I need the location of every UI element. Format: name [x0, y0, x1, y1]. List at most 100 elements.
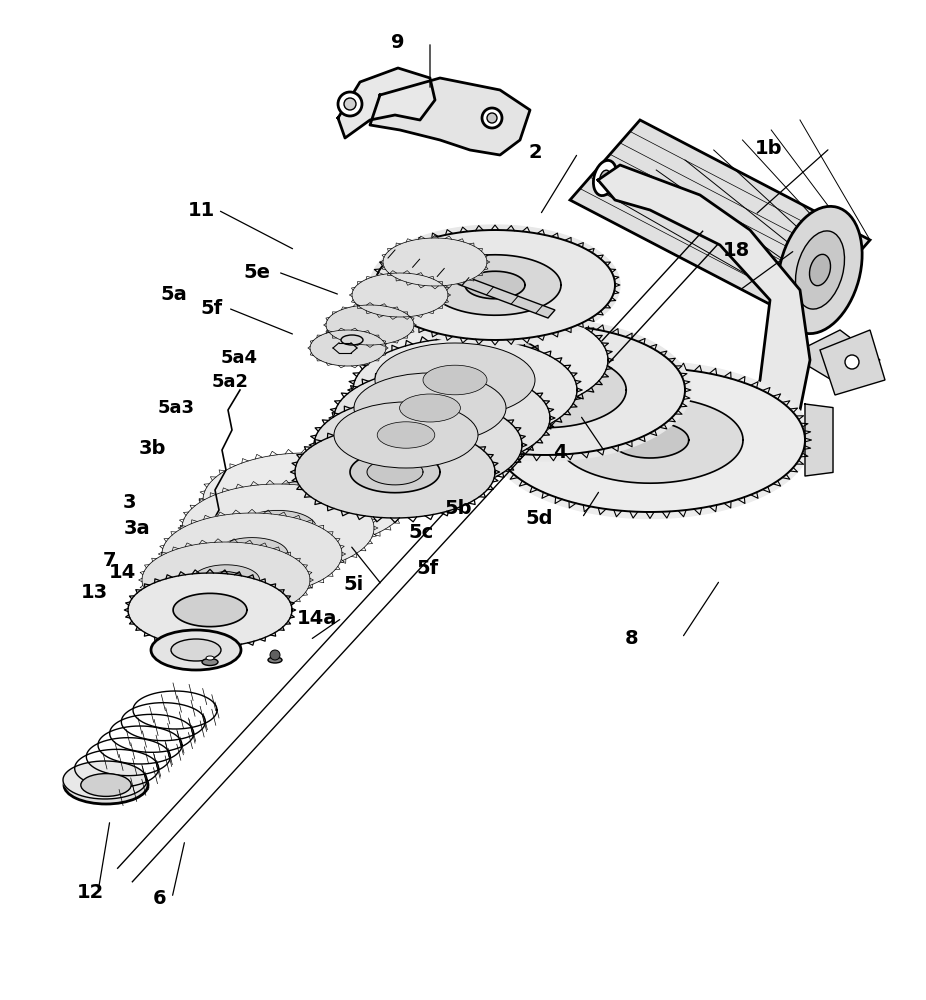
Text: 2: 2	[529, 143, 542, 162]
Polygon shape	[368, 317, 492, 363]
Polygon shape	[433, 254, 547, 298]
Ellipse shape	[832, 349, 848, 365]
Ellipse shape	[232, 545, 272, 563]
Polygon shape	[399, 319, 691, 461]
Text: 3a: 3a	[124, 518, 150, 538]
Polygon shape	[383, 238, 487, 286]
Polygon shape	[326, 305, 414, 345]
Ellipse shape	[207, 572, 244, 588]
Text: 1b: 1b	[755, 138, 782, 157]
Polygon shape	[514, 376, 576, 404]
Ellipse shape	[171, 639, 221, 661]
Ellipse shape	[282, 490, 328, 510]
Text: 5a2: 5a2	[211, 373, 248, 391]
Text: 12: 12	[77, 882, 105, 902]
Ellipse shape	[377, 422, 435, 448]
Ellipse shape	[64, 766, 148, 804]
Text: 6: 6	[153, 888, 166, 908]
Polygon shape	[388, 250, 555, 318]
Polygon shape	[173, 593, 247, 627]
Circle shape	[270, 650, 280, 660]
Polygon shape	[389, 432, 447, 458]
Ellipse shape	[795, 231, 845, 309]
Polygon shape	[433, 375, 496, 405]
Ellipse shape	[594, 160, 617, 196]
Text: 7: 7	[103, 550, 116, 570]
Polygon shape	[314, 397, 522, 493]
Circle shape	[487, 113, 497, 123]
Polygon shape	[457, 345, 523, 375]
Polygon shape	[142, 542, 310, 618]
Ellipse shape	[354, 373, 506, 443]
Polygon shape	[216, 538, 288, 570]
Polygon shape	[412, 404, 472, 432]
Circle shape	[482, 108, 502, 128]
Polygon shape	[295, 426, 495, 518]
Polygon shape	[63, 761, 147, 799]
Polygon shape	[350, 451, 440, 493]
Ellipse shape	[206, 656, 214, 660]
Text: 5f: 5f	[200, 298, 222, 318]
Ellipse shape	[341, 335, 363, 345]
Polygon shape	[429, 255, 561, 315]
Text: 14: 14	[108, 562, 136, 582]
Polygon shape	[367, 459, 423, 485]
Polygon shape	[790, 330, 880, 385]
Polygon shape	[162, 513, 342, 595]
Polygon shape	[264, 481, 345, 519]
Ellipse shape	[600, 170, 610, 186]
Polygon shape	[437, 336, 544, 384]
Polygon shape	[372, 306, 608, 414]
Polygon shape	[203, 453, 407, 547]
Circle shape	[338, 92, 362, 116]
Polygon shape	[489, 362, 811, 518]
Polygon shape	[464, 352, 626, 428]
Text: 14a: 14a	[296, 608, 337, 628]
Polygon shape	[193, 565, 259, 595]
Polygon shape	[415, 367, 516, 413]
Text: 5a: 5a	[161, 286, 187, 304]
Text: 5b: 5b	[444, 498, 472, 518]
Polygon shape	[371, 423, 465, 467]
Polygon shape	[370, 78, 530, 155]
Text: 18: 18	[722, 240, 750, 259]
Polygon shape	[557, 397, 743, 483]
Text: 8: 8	[625, 629, 638, 648]
Polygon shape	[353, 338, 577, 442]
Text: 5a4: 5a4	[220, 349, 257, 367]
Ellipse shape	[809, 254, 831, 286]
Text: 5f: 5f	[417, 558, 439, 578]
Text: 9: 9	[392, 32, 405, 51]
Text: 3b: 3b	[139, 438, 167, 458]
Polygon shape	[248, 493, 354, 561]
Polygon shape	[370, 225, 619, 345]
Polygon shape	[598, 165, 810, 440]
Polygon shape	[570, 120, 870, 320]
Polygon shape	[394, 396, 491, 440]
Circle shape	[344, 98, 356, 110]
Polygon shape	[310, 330, 386, 366]
Ellipse shape	[778, 206, 862, 334]
Text: 5a3: 5a3	[157, 399, 194, 417]
Polygon shape	[128, 573, 292, 647]
Polygon shape	[182, 484, 374, 572]
Ellipse shape	[268, 657, 282, 663]
Ellipse shape	[334, 402, 478, 468]
Ellipse shape	[81, 774, 131, 796]
Polygon shape	[465, 271, 525, 299]
Polygon shape	[334, 368, 550, 468]
Text: 13: 13	[81, 582, 108, 601]
Text: 3: 3	[123, 492, 136, 512]
Text: 11: 11	[188, 200, 216, 220]
Polygon shape	[820, 330, 885, 395]
Ellipse shape	[423, 365, 487, 395]
Ellipse shape	[151, 630, 241, 670]
Polygon shape	[352, 273, 448, 317]
Text: 5d: 5d	[525, 508, 553, 528]
Text: 5i: 5i	[344, 576, 364, 594]
Text: 5c: 5c	[408, 522, 434, 542]
Text: 5e: 5e	[244, 262, 271, 282]
Ellipse shape	[845, 355, 859, 369]
Text: 4: 4	[554, 442, 567, 462]
Ellipse shape	[257, 518, 299, 538]
